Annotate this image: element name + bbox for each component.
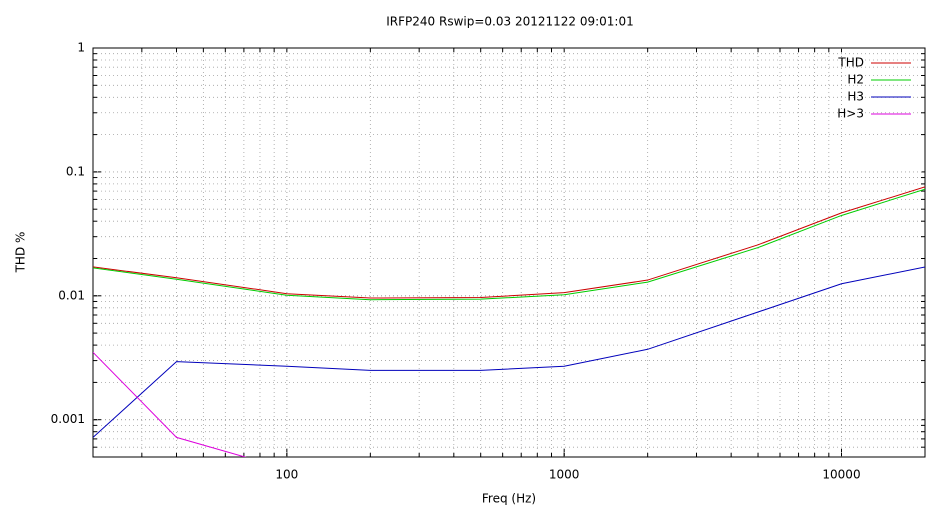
chart-title: IRFP240 Rswip=0.03 20121122 09:01:01: [386, 15, 633, 29]
legend-label: H2: [847, 73, 864, 87]
series-line: [93, 266, 925, 438]
legend-label: H3: [847, 90, 864, 104]
plot-area: [93, 186, 925, 457]
x-tick-label: 1000: [549, 468, 580, 482]
y-tick-label: 0.01: [58, 288, 85, 302]
x-axis-label: Freq (Hz): [482, 492, 536, 506]
x-tick-label: 100: [275, 468, 298, 482]
series-line: [93, 188, 925, 301]
series-line: [93, 351, 247, 457]
y-tick-label: 0.001: [51, 412, 85, 426]
x-tick-label: 10000: [822, 468, 860, 482]
legend-label: THD: [837, 56, 864, 70]
y-tick-label: 1: [77, 41, 85, 55]
series-line: [93, 186, 925, 299]
y-tick-label: 0.1: [66, 164, 85, 178]
legend-label: H>3: [837, 107, 864, 121]
plot-frame: [92, 47, 926, 458]
y-axis-label: THD %: [14, 232, 28, 274]
